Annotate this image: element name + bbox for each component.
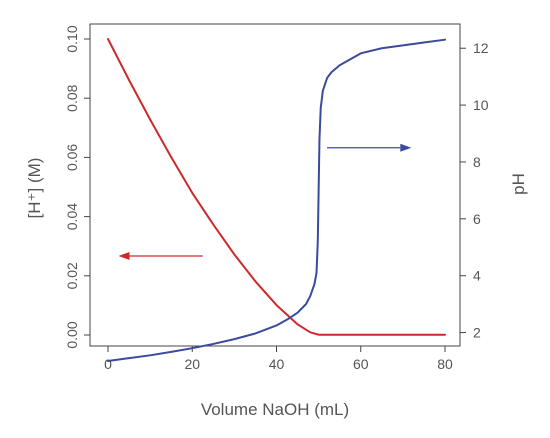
x-axis: 0 20 40 60 80 (104, 346, 453, 372)
left-y-tick-label: 0.10 (64, 25, 80, 52)
x-tick-label: 60 (353, 356, 369, 372)
x-tick-label: 20 (184, 356, 200, 372)
annotation-layer (118, 143, 412, 260)
x-axis-title: Volume NaOH (mL) (201, 400, 349, 419)
series-layer (107, 38, 446, 362)
left-y-axis-title: [H⁺] (M) (25, 158, 44, 219)
left-y-tick-label: 0.02 (64, 262, 80, 289)
plot-frame (89, 23, 461, 347)
right-y-tick-label: 12 (473, 40, 489, 56)
right-y-tick-label: 4 (473, 268, 481, 284)
right-y-axis-title: pH (509, 173, 528, 195)
left-y-axis: 0.00 0.02 0.04 0.06 0.08 0.10 (64, 25, 90, 349)
left-axis-arrowhead (118, 251, 130, 260)
right-y-tick-label: 8 (473, 154, 481, 170)
left-y-tick-label: 0.08 (64, 84, 80, 111)
right-y-tick-label: 6 (473, 211, 481, 227)
x-tick-label: 40 (269, 356, 285, 372)
x-tick-label: 0 (104, 356, 112, 372)
h-concentration-line (107, 38, 446, 336)
right-y-tick-label: 10 (473, 97, 489, 113)
left-y-tick-label: 0.06 (64, 144, 80, 171)
right-y-axis: 2 4 6 8 10 12 (460, 40, 489, 341)
right-axis-arrowhead (400, 143, 412, 152)
left-y-tick-label: 0.04 (64, 203, 80, 230)
x-tick-label: 80 (437, 356, 453, 372)
left-y-tick-label: 0.00 (64, 321, 80, 348)
ph-line (107, 38, 446, 362)
right-y-tick-label: 2 (473, 325, 481, 341)
